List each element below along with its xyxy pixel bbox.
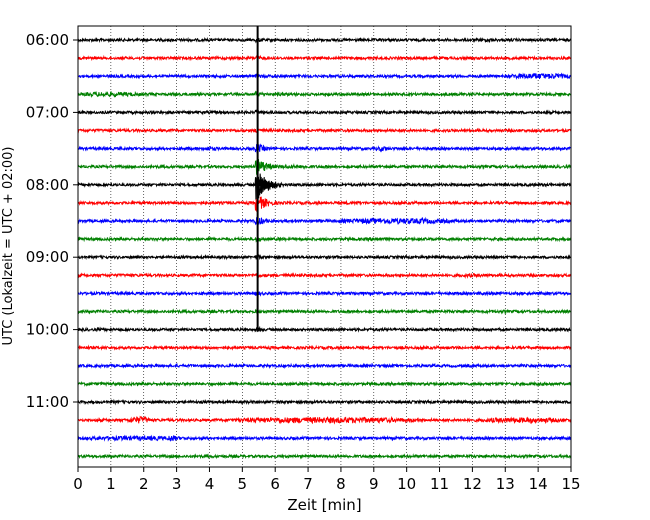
x-tick-label: 9 <box>369 475 379 493</box>
trace-row-19 <box>77 380 572 388</box>
trace-row-0 <box>77 36 572 44</box>
trace-row-14 <box>77 290 572 297</box>
y-tick-label: 07:00 <box>26 103 69 121</box>
y-tick-label: 10:00 <box>26 321 69 339</box>
trace-row-3 <box>77 90 572 99</box>
y-tick-label: 11:00 <box>26 393 69 411</box>
x-tick-label: 15 <box>561 475 580 493</box>
trace-row-17 <box>77 344 572 351</box>
trace-row-15 <box>77 307 572 315</box>
y-tick-label: 09:00 <box>26 248 69 266</box>
x-tick-label: 7 <box>303 475 313 493</box>
trace-row-16 <box>77 325 572 333</box>
trace-row-21 <box>77 415 572 425</box>
x-tick-label: 2 <box>139 475 149 493</box>
x-tick-label: 11 <box>430 475 449 493</box>
event-burst <box>256 173 278 199</box>
trace-row-9 <box>77 196 572 212</box>
trace-row-6 <box>77 143 572 154</box>
x-tick-label: 4 <box>205 475 215 493</box>
y-tick-label: 06:00 <box>26 31 69 49</box>
seismic-traces <box>77 26 572 460</box>
trace-row-23 <box>77 453 572 460</box>
x-tick-label: 14 <box>529 475 548 493</box>
x-tick-label: 5 <box>238 475 248 493</box>
x-tick-label: 13 <box>496 475 515 493</box>
x-tick-label: 8 <box>336 475 346 493</box>
x-axis-ticks: 0 1 2 3 4 5 6 7 8 9 10 11 12 13 14 15 <box>73 467 581 493</box>
trace-row-4 <box>77 109 572 116</box>
trace-row-18 <box>77 362 572 370</box>
trace-row-22 <box>77 434 572 442</box>
x-tick-label: 0 <box>73 475 83 493</box>
trace-row-11 <box>77 235 572 243</box>
x-tick-label: 12 <box>463 475 482 493</box>
x-tick-label: 6 <box>270 475 280 493</box>
trace-row-13 <box>77 272 572 279</box>
y-axis-label: UTC (Lokalzeit = UTC + 02:00) <box>1 147 16 346</box>
trace-row-7 <box>77 158 572 176</box>
x-tick-label: 3 <box>172 475 182 493</box>
x-tick-label: 1 <box>106 475 116 493</box>
y-tick-label: 08:00 <box>26 176 69 194</box>
trace-row-5 <box>77 127 572 134</box>
plot-frame <box>77 25 572 468</box>
trace-row-2 <box>77 72 572 81</box>
x-tick-label: 10 <box>397 475 416 493</box>
trace-row-10 <box>77 216 572 226</box>
trace-row-1 <box>77 54 572 62</box>
trace-row-8 <box>77 176 572 200</box>
y-axis-ticks: 06:00 07:00 08:00 09:00 10:00 11:00 <box>26 31 78 411</box>
x-axis-label: Zeit [min] <box>287 496 361 514</box>
trace-row-20 <box>77 398 572 406</box>
trace-row-12 <box>77 253 572 261</box>
